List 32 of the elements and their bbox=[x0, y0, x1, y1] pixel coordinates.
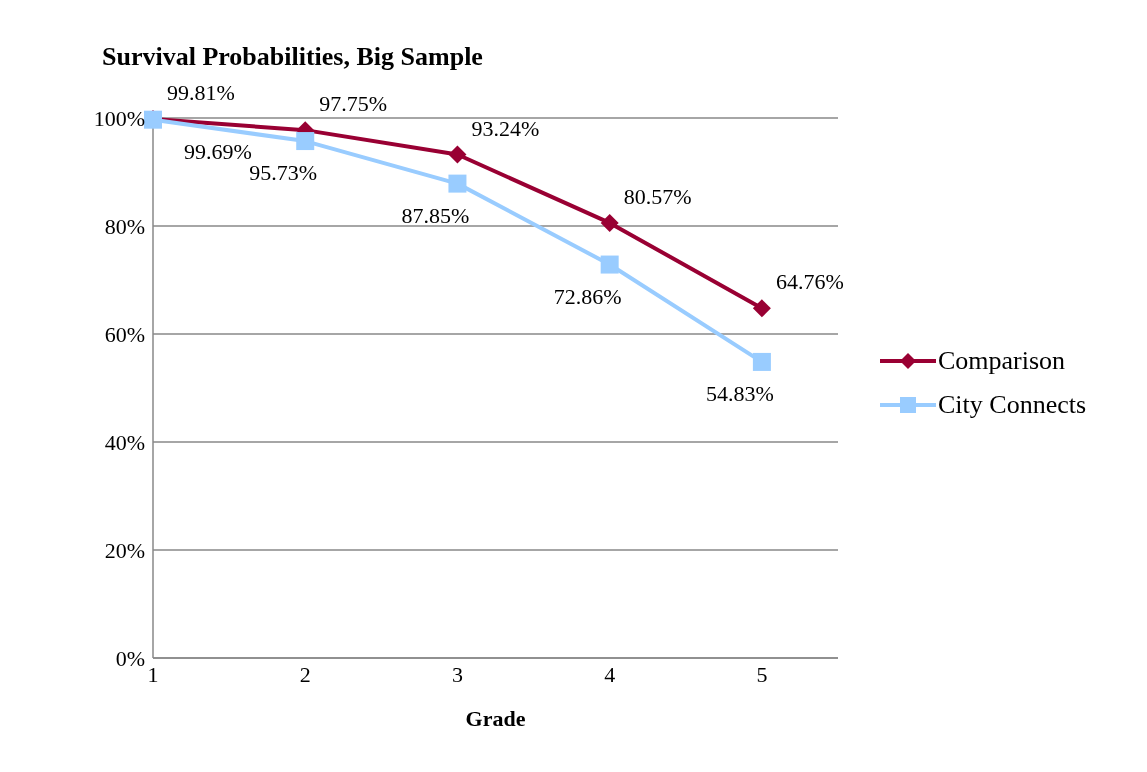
y-tick-label: 20% bbox=[104, 537, 145, 563]
y-tick-label: 100% bbox=[93, 105, 145, 131]
data-label: 64.76% bbox=[775, 269, 844, 295]
data-label: 80.57% bbox=[623, 183, 692, 209]
x-tick-label: 1 bbox=[147, 661, 159, 687]
point bbox=[600, 213, 619, 232]
data-label: 99.69% bbox=[184, 138, 252, 164]
data-label: 95.73% bbox=[249, 160, 318, 186]
y-tick-label: 80% bbox=[104, 213, 145, 239]
legend-label: City Connects bbox=[938, 390, 1087, 420]
point bbox=[752, 352, 771, 371]
point bbox=[600, 255, 619, 274]
x-tick-label: 2 bbox=[299, 661, 311, 687]
point bbox=[752, 299, 771, 318]
y-tick-label: 60% bbox=[104, 321, 145, 347]
data-label: 99.81% bbox=[167, 80, 235, 106]
x-axis-title: Grade bbox=[465, 706, 526, 731]
data-label: 97.75% bbox=[319, 91, 388, 117]
x-tick-label: 4 bbox=[604, 661, 616, 687]
x-tick-label: 3 bbox=[451, 661, 463, 687]
y-tick-label: 40% bbox=[104, 429, 145, 455]
legend-label: Comparison bbox=[938, 346, 1066, 376]
data-label: 93.24% bbox=[471, 115, 540, 141]
y-tick-label: 0% bbox=[115, 645, 145, 671]
point bbox=[448, 174, 467, 193]
data-label: 54.83% bbox=[705, 380, 774, 406]
point bbox=[448, 145, 467, 164]
chart-title: Survival Probabilities, Big Sample bbox=[102, 42, 483, 72]
x-tick-label: 5 bbox=[756, 661, 768, 687]
data-label: 72.86% bbox=[553, 283, 622, 309]
point bbox=[296, 132, 315, 151]
data-label: 87.85% bbox=[401, 202, 470, 228]
